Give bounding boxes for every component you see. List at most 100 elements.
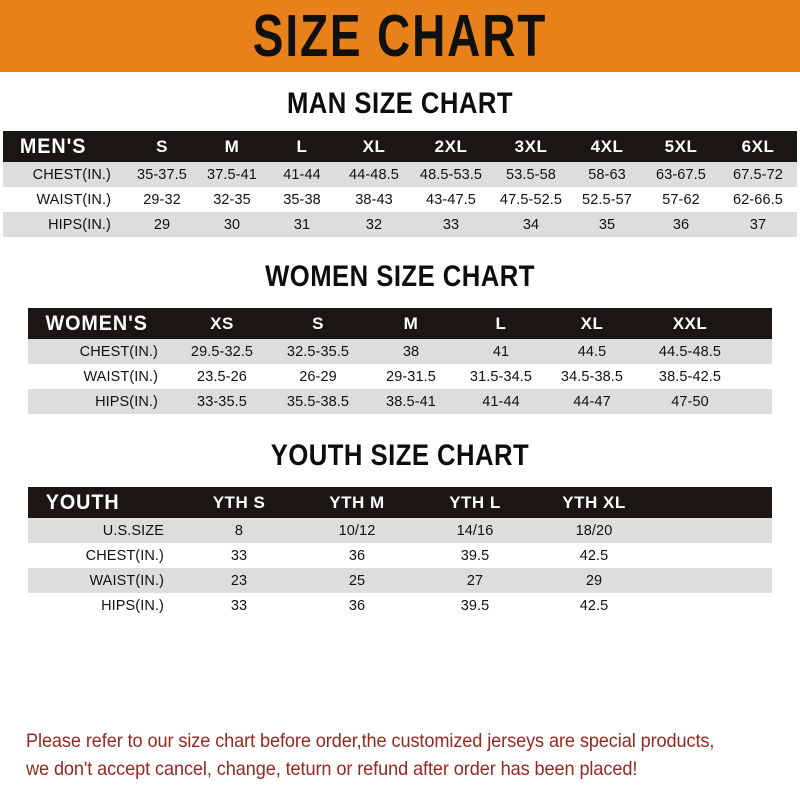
table-cell xyxy=(742,339,772,364)
table-cell: 35.5-38.5 xyxy=(286,393,350,410)
section-title-youth: YOUTH SIZE CHART xyxy=(270,438,530,472)
table-cell: 38.5-42.5 xyxy=(658,368,722,385)
table-row: CHEST(IN.) 35-37.5 37.5-41 41-44 44-48.5 48.5… xyxy=(3,162,797,187)
men-corner-label: MEN'S xyxy=(19,134,87,158)
footer-note-line-2: we don't accept cancel, change, teturn o… xyxy=(26,757,638,780)
youth-column-header: YTH XL xyxy=(562,492,626,512)
table-cell: 10/12 xyxy=(338,522,376,539)
footer-note: Please refer to our size chart before or… xyxy=(26,728,727,783)
table-cell: 35-37.5 xyxy=(137,166,187,183)
men-table-body: MEN'S S M L XL 2XL 3XL 4XL 5XL 6XL CHEST(IN.) 35-37… xyxy=(3,131,797,237)
table-cell: 14/16 xyxy=(456,522,494,539)
table-cell: 47-50 xyxy=(671,393,709,410)
table-cell: 36 xyxy=(348,597,366,614)
table-cell xyxy=(654,568,772,593)
table-row: HIPS(IN.) 33-35.5 35.5-38.5 38.5-41 41-44 44-… xyxy=(28,389,772,414)
women-column-header: S xyxy=(312,313,324,333)
youth-column-header: YTH L xyxy=(449,492,501,512)
row-label: WAIST(IN.) xyxy=(36,191,111,208)
table-cell: 33 xyxy=(230,597,248,614)
table-cell: 35 xyxy=(598,216,616,233)
table-cell: 26-29 xyxy=(299,368,337,385)
women-column-header: XS xyxy=(210,313,234,333)
table-cell: 57-62 xyxy=(662,191,700,208)
table-cell: 44-48.5 xyxy=(349,166,399,183)
table-cell: 31 xyxy=(293,216,311,233)
table-cell xyxy=(654,518,772,543)
row-label: HIPS(IN.) xyxy=(48,216,111,233)
row-label: WAIST(IN.) xyxy=(83,368,158,385)
table-row: HIPS(IN.) 29 30 31 32 33 34 35 36 37 xyxy=(3,212,797,237)
women-column-header xyxy=(742,308,772,339)
table-row: U.S.SIZE 8 10/12 14/16 18/20 xyxy=(28,518,772,543)
table-cell: 29 xyxy=(153,216,171,233)
table-cell: 36 xyxy=(348,547,366,564)
table-cell: 63-67.5 xyxy=(656,166,706,183)
table-cell: 32.5-35.5 xyxy=(286,343,350,360)
row-label: HIPS(IN.) xyxy=(101,597,164,614)
table-cell: 44.5-48.5 xyxy=(658,343,722,360)
youth-table-header-row: YOUTH YTH S YTH M YTH L YTH XL xyxy=(28,487,772,518)
women-table-body: WOMEN'S XS S M L XL XXL CHEST(IN.) 29.5-32.5 32.5… xyxy=(28,308,772,414)
table-cell: 18/20 xyxy=(575,522,613,539)
row-label: U.S.SIZE xyxy=(102,522,164,539)
table-row: WAIST(IN.) 29-32 32-35 35-38 38-43 43-47.5 47.… xyxy=(3,187,797,212)
table-cell: 34.5-38.5 xyxy=(560,368,624,385)
row-label: CHEST(IN.) xyxy=(79,343,158,360)
table-row: WAIST(IN.) 23.5-26 26-29 29-31.5 31.5-34.5 34… xyxy=(28,364,772,389)
table-cell: 38 xyxy=(402,343,420,360)
men-column-header: 2XL xyxy=(434,136,468,156)
women-size-table: WOMEN'S XS S M L XL XXL CHEST(IN.) 29.5-32.5 32.5… xyxy=(28,308,772,414)
table-row: WAIST(IN.) 23 25 27 29 xyxy=(28,568,772,593)
table-cell: 29-31.5 xyxy=(386,368,436,385)
table-cell: 37.5-41 xyxy=(207,166,257,183)
row-label: WAIST(IN.) xyxy=(89,572,164,589)
table-cell: 35-38 xyxy=(283,191,321,208)
table-cell: 39.5 xyxy=(460,597,490,614)
men-column-header: 6XL xyxy=(741,136,775,156)
table-cell xyxy=(654,593,772,618)
table-cell: 33-35.5 xyxy=(197,393,247,410)
table-cell: 41 xyxy=(492,343,510,360)
page-banner: SIZE CHART xyxy=(0,0,800,72)
table-cell: 29.5-32.5 xyxy=(190,343,254,360)
men-column-header: XL xyxy=(362,136,386,156)
youth-column-header: YTH S xyxy=(212,492,266,512)
table-cell: 53.5-58 xyxy=(506,166,556,183)
table-cell xyxy=(654,543,772,568)
table-cell: 67.5-72 xyxy=(733,166,783,183)
men-column-header: 3XL xyxy=(514,136,548,156)
men-column-header: 4XL xyxy=(590,136,624,156)
row-label: HIPS(IN.) xyxy=(95,393,158,410)
table-cell: 32 xyxy=(365,216,383,233)
table-cell: 38-43 xyxy=(355,191,393,208)
table-cell: 47.5-52.5 xyxy=(499,191,563,208)
table-cell: 30 xyxy=(223,216,241,233)
table-row: CHEST(IN.) 33 36 39.5 42.5 xyxy=(28,543,772,568)
table-cell: 44-47 xyxy=(573,393,611,410)
row-label: CHEST(IN.) xyxy=(85,547,164,564)
table-cell: 39.5 xyxy=(460,547,490,564)
table-cell: 62-66.5 xyxy=(733,191,783,208)
youth-table-body: YOUTH YTH S YTH M YTH L YTH XL U.S.SIZE 8 10/12… xyxy=(28,487,772,618)
table-cell: 33 xyxy=(230,547,248,564)
table-cell: 43-47.5 xyxy=(426,191,476,208)
table-cell: 33 xyxy=(442,216,460,233)
table-cell: 23.5-26 xyxy=(197,368,247,385)
men-column-header: M xyxy=(224,136,240,156)
table-cell: 41-44 xyxy=(482,393,520,410)
section-title-women: WOMEN SIZE CHART xyxy=(265,259,535,293)
table-cell xyxy=(742,389,772,414)
women-column-header: M xyxy=(403,313,419,333)
men-table-header-row: MEN'S S M L XL 2XL 3XL 4XL 5XL 6XL xyxy=(3,131,797,162)
youth-size-table: YOUTH YTH S YTH M YTH L YTH XL U.S.SIZE 8 10/12… xyxy=(28,487,772,618)
table-cell: 23 xyxy=(230,572,248,589)
table-cell: 52.5-57 xyxy=(582,191,632,208)
table-cell xyxy=(742,364,772,389)
table-cell: 29-32 xyxy=(143,191,181,208)
table-cell: 8 xyxy=(234,522,244,539)
men-column-header: 5XL xyxy=(664,136,698,156)
table-cell: 29 xyxy=(585,572,603,589)
table-cell: 48.5-53.5 xyxy=(419,166,483,183)
